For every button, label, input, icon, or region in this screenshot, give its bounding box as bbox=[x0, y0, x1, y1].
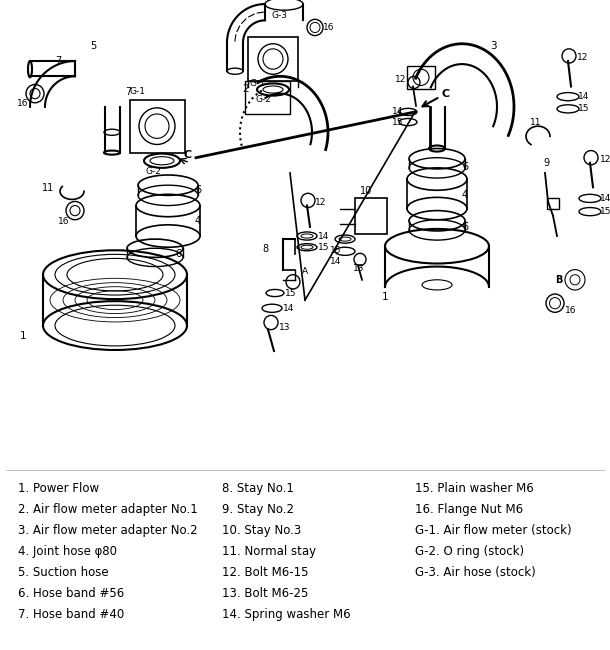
Text: 1: 1 bbox=[20, 331, 27, 341]
Text: 14: 14 bbox=[318, 231, 329, 240]
Text: 13: 13 bbox=[353, 264, 365, 273]
Text: 6: 6 bbox=[195, 185, 201, 195]
Text: G-1: G-1 bbox=[250, 79, 266, 88]
Text: 14: 14 bbox=[330, 257, 342, 266]
Text: 16: 16 bbox=[323, 23, 334, 32]
Bar bbox=[248, 36, 298, 81]
Text: 12: 12 bbox=[577, 53, 589, 62]
Text: 12: 12 bbox=[315, 198, 326, 207]
Text: 4: 4 bbox=[462, 190, 468, 200]
Text: 4: 4 bbox=[195, 216, 201, 226]
Bar bbox=[547, 198, 559, 209]
Bar bbox=[355, 198, 387, 234]
Bar bbox=[130, 99, 185, 153]
Text: G-2: G-2 bbox=[255, 95, 271, 104]
Text: 13. Bolt M6-25: 13. Bolt M6-25 bbox=[222, 587, 309, 600]
Text: 7: 7 bbox=[125, 86, 131, 97]
Text: 8. Stay No.1: 8. Stay No.1 bbox=[222, 482, 294, 495]
Text: 2. Air flow meter adapter No.1: 2. Air flow meter adapter No.1 bbox=[18, 503, 198, 516]
Text: 7. Hose band #40: 7. Hose band #40 bbox=[18, 608, 124, 621]
Text: 5. Suction hose: 5. Suction hose bbox=[18, 566, 109, 579]
Text: 15: 15 bbox=[578, 105, 589, 113]
Text: G-1. Air flow meter (stock): G-1. Air flow meter (stock) bbox=[415, 524, 572, 537]
Text: 10: 10 bbox=[360, 187, 372, 196]
Text: 6: 6 bbox=[462, 162, 468, 172]
Text: 16. Flange Nut M6: 16. Flange Nut M6 bbox=[415, 503, 523, 516]
Bar bbox=[407, 66, 435, 88]
Text: 16: 16 bbox=[17, 99, 29, 109]
Text: 8: 8 bbox=[262, 244, 268, 254]
Text: 4. Joint hose φ80: 4. Joint hose φ80 bbox=[18, 545, 117, 558]
Text: 3. Air flow meter adapter No.2: 3. Air flow meter adapter No.2 bbox=[18, 524, 198, 537]
Text: 11: 11 bbox=[530, 118, 542, 127]
Text: 12: 12 bbox=[600, 155, 610, 164]
Text: 9. Stay No.2: 9. Stay No.2 bbox=[222, 503, 294, 516]
Text: 15: 15 bbox=[600, 207, 610, 216]
Text: 11: 11 bbox=[42, 183, 54, 193]
Text: 9: 9 bbox=[543, 158, 549, 168]
Text: 15: 15 bbox=[392, 118, 403, 127]
Text: 15: 15 bbox=[330, 246, 342, 255]
Text: G-2: G-2 bbox=[145, 168, 161, 176]
Text: 15: 15 bbox=[285, 289, 296, 298]
Text: 16: 16 bbox=[565, 306, 576, 315]
Text: A: A bbox=[302, 267, 308, 276]
Text: 12. Bolt M6-15: 12. Bolt M6-15 bbox=[222, 566, 309, 579]
Text: 2: 2 bbox=[242, 83, 249, 94]
Text: 14: 14 bbox=[600, 194, 610, 203]
Text: 3: 3 bbox=[490, 41, 497, 51]
Text: 15: 15 bbox=[318, 242, 329, 252]
Bar bbox=[245, 81, 290, 114]
Text: G-3: G-3 bbox=[272, 11, 288, 20]
Text: 14: 14 bbox=[283, 304, 295, 313]
Text: G-2. O ring (stock): G-2. O ring (stock) bbox=[415, 545, 524, 558]
Text: 16: 16 bbox=[58, 217, 70, 226]
Text: 14. Spring washer M6: 14. Spring washer M6 bbox=[222, 608, 351, 621]
Text: 13: 13 bbox=[279, 323, 290, 332]
Text: 6: 6 bbox=[175, 250, 181, 259]
Text: 11. Normal stay: 11. Normal stay bbox=[222, 545, 316, 558]
Text: 14: 14 bbox=[392, 107, 403, 116]
Text: 15. Plain washer M6: 15. Plain washer M6 bbox=[415, 482, 534, 495]
Text: 14: 14 bbox=[578, 92, 589, 101]
Text: G-3. Air hose (stock): G-3. Air hose (stock) bbox=[415, 566, 536, 579]
Text: 1. Power Flow: 1. Power Flow bbox=[18, 482, 99, 495]
Text: 6. Hose band #56: 6. Hose band #56 bbox=[18, 587, 124, 600]
Text: 7: 7 bbox=[55, 56, 61, 66]
Text: G-1: G-1 bbox=[130, 87, 146, 96]
Text: 1: 1 bbox=[382, 292, 389, 302]
Text: B: B bbox=[555, 275, 562, 285]
Text: 10. Stay No.3: 10. Stay No.3 bbox=[222, 524, 301, 537]
Text: 6: 6 bbox=[462, 222, 468, 232]
Text: C: C bbox=[183, 150, 191, 160]
Text: 12: 12 bbox=[395, 75, 406, 84]
Text: C: C bbox=[442, 88, 450, 99]
Text: 5: 5 bbox=[90, 41, 96, 51]
